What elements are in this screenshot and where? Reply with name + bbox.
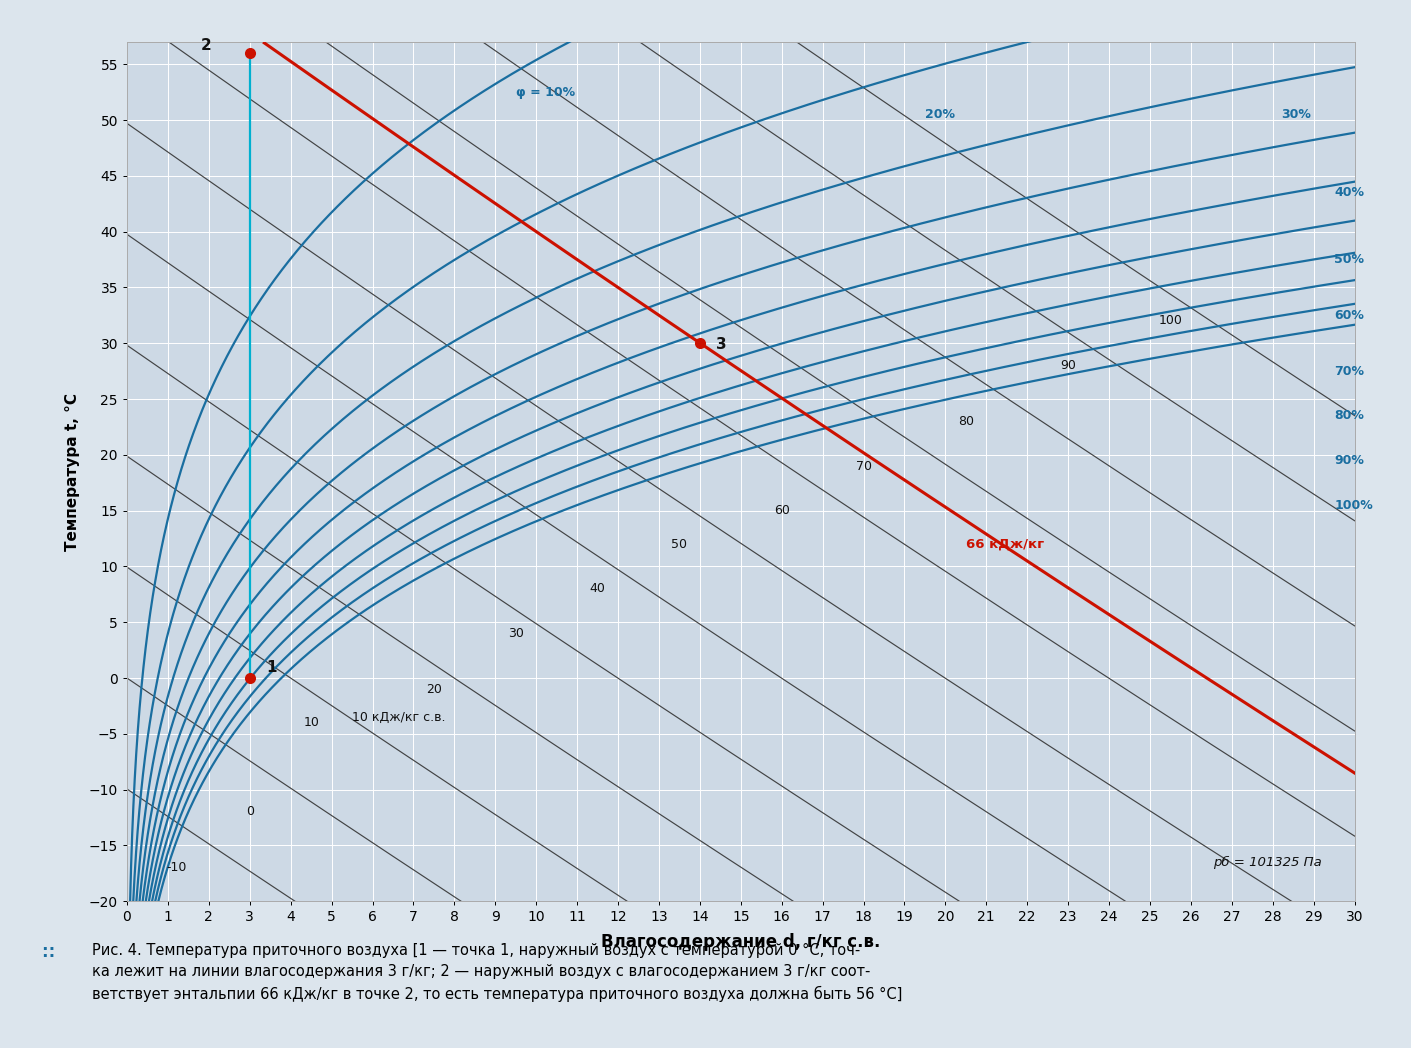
Text: φ = 10%: φ = 10% (515, 86, 574, 99)
Text: 30: 30 (508, 627, 523, 640)
Text: pб = 101325 Па: pб = 101325 Па (1213, 855, 1322, 869)
Text: 0: 0 (246, 806, 254, 818)
Text: 40%: 40% (1335, 187, 1364, 199)
Y-axis label: Температура t, °С: Температура t, °С (65, 393, 80, 550)
X-axis label: Влагосодержание d, г/кг с.в.: Влагосодержание d, г/кг с.в. (601, 933, 880, 951)
Text: 50%: 50% (1335, 253, 1364, 266)
Text: 70: 70 (855, 459, 872, 473)
Text: 30%: 30% (1281, 108, 1311, 121)
Text: 90%: 90% (1335, 454, 1364, 467)
Text: 80%: 80% (1335, 410, 1364, 422)
Text: 2: 2 (200, 38, 212, 52)
Text: 80: 80 (958, 415, 974, 428)
Text: 60: 60 (773, 504, 790, 517)
Text: 40: 40 (590, 583, 605, 595)
Text: 1: 1 (267, 660, 277, 676)
Text: 70%: 70% (1335, 365, 1364, 377)
Text: 100: 100 (1158, 314, 1182, 327)
Text: -10: -10 (166, 861, 186, 874)
Text: 90: 90 (1060, 359, 1077, 372)
Text: ::: :: (42, 943, 61, 961)
Text: Рис. 4. Температура приточного воздуха [1 — точка 1, наружный воздух с температу: Рис. 4. Температура приточного воздуха [… (92, 943, 902, 1002)
Text: 20%: 20% (926, 108, 955, 121)
Text: 66 кДж/кг: 66 кДж/кг (965, 538, 1044, 550)
Text: 3: 3 (717, 336, 727, 352)
Text: 50: 50 (672, 538, 687, 550)
Text: 100%: 100% (1335, 499, 1373, 511)
Text: 10: 10 (303, 716, 319, 729)
Text: 60%: 60% (1335, 309, 1364, 322)
Text: 20: 20 (426, 682, 442, 696)
Text: 10 кДж/кг с.в.: 10 кДж/кг с.в. (353, 711, 446, 723)
